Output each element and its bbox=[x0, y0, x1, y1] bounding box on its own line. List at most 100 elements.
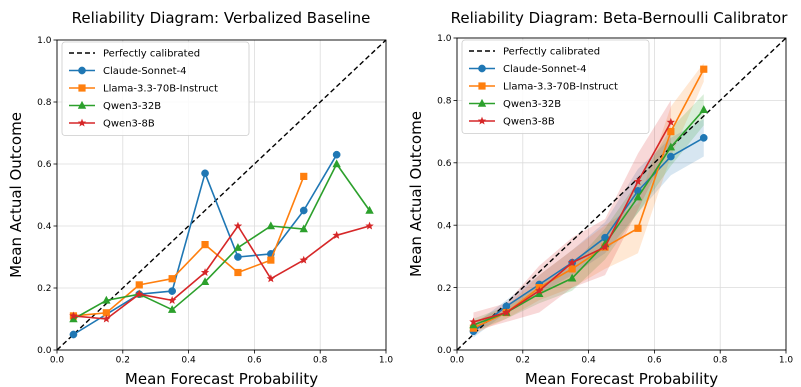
series-line bbox=[73, 176, 305, 317]
chart-panel-2: 0.0 0.2 0.4 0.6 0.8 1.0 0.0 0.2 0.4 0.6 0.8 1.0 Reli… bbox=[407, 9, 793, 387]
perfectly-calibrated-line bbox=[56, 39, 387, 351]
legend-label: Claude-Sonnet-4 bbox=[103, 66, 187, 77]
y-tick-label: 0.6 bbox=[37, 160, 52, 170]
data-point bbox=[633, 177, 643, 186]
legend-marker bbox=[77, 118, 87, 127]
data-point bbox=[135, 281, 143, 289]
data-point bbox=[234, 253, 242, 261]
legend-label: Claude-Sonnet-4 bbox=[503, 64, 587, 75]
legend-marker bbox=[78, 84, 86, 92]
y-tick-label: 0.4 bbox=[37, 222, 52, 232]
legend-entry-qwen3-8b: Qwen3-8B bbox=[469, 116, 555, 128]
series-line bbox=[73, 225, 370, 320]
legend-entry-qwen3-32b: Qwen3-32B bbox=[69, 100, 161, 112]
legend-entry-claude-sonnet-4: Claude-Sonnet-4 bbox=[469, 64, 587, 75]
x-tick-label: 0.6 bbox=[247, 356, 262, 366]
data-point bbox=[699, 105, 708, 113]
data-point bbox=[168, 275, 176, 283]
data-point bbox=[102, 314, 111, 323]
band-claude-sonnet-4 bbox=[473, 119, 704, 338]
series-line bbox=[472, 137, 705, 332]
legend: Perfectly calibrated Claude-Sonnet-4 Llama… bbox=[461, 39, 650, 134]
data-point bbox=[266, 274, 276, 283]
x-tick-label: 0.8 bbox=[313, 356, 328, 366]
y-tick-label: 1.0 bbox=[37, 36, 52, 46]
series-qwen3-8b bbox=[469, 117, 676, 326]
series-qwen3-8b bbox=[69, 221, 374, 323]
data-point bbox=[299, 206, 308, 215]
data-point bbox=[502, 308, 511, 317]
data-point bbox=[167, 305, 177, 313]
data-point bbox=[535, 289, 544, 298]
data-point bbox=[299, 255, 308, 264]
data-point bbox=[567, 273, 577, 282]
legend-marker bbox=[77, 100, 87, 109]
data-point bbox=[667, 152, 675, 161]
y-tick-label: 1.0 bbox=[437, 34, 452, 44]
legend-label: Llama-3.3-70B-Instruct bbox=[503, 82, 618, 93]
x-tick-label: 0.4 bbox=[581, 356, 596, 366]
data-point bbox=[201, 169, 209, 178]
data-point bbox=[69, 314, 78, 323]
legend-entry-qwen3-32b: Qwen3-32B bbox=[469, 98, 561, 110]
data-point bbox=[332, 150, 341, 159]
legend-box bbox=[61, 41, 250, 136]
legend-entry-llama-3-3-70b-instruct: Llama-3.3-70B-Instruct bbox=[469, 82, 618, 93]
data-point bbox=[567, 258, 577, 267]
legend-marker bbox=[78, 66, 86, 75]
legend-entry-qwen3-8b: Qwen3-8B bbox=[69, 118, 155, 130]
data-point bbox=[233, 243, 243, 251]
data-point bbox=[332, 159, 341, 168]
series-line bbox=[73, 163, 371, 320]
x-tick-label: 0.2 bbox=[116, 356, 130, 366]
band-qwen3-8b bbox=[473, 100, 671, 332]
y-tick-label: 0.8 bbox=[437, 97, 452, 107]
legend-label: Qwen3-8B bbox=[503, 117, 555, 128]
data-point bbox=[300, 172, 308, 180]
data-point bbox=[135, 289, 144, 298]
legend-entry-perfectly-calibrated: Perfectly calibrated bbox=[69, 49, 200, 60]
y-tick-label: 0.0 bbox=[37, 346, 52, 356]
x-tick-label: 1.0 bbox=[379, 356, 394, 366]
chart-title: Reliability Diagram: Beta-Bernoulli Cali… bbox=[451, 9, 789, 27]
legend-entry-llama-3-3-70b-instruct: Llama-3.3-70B-Instruct bbox=[69, 84, 218, 95]
data-point bbox=[667, 128, 675, 136]
data-point bbox=[102, 309, 110, 317]
data-point bbox=[102, 295, 111, 304]
series-claude-sonnet-4 bbox=[469, 133, 708, 336]
legend-label: Perfectly calibrated bbox=[103, 49, 200, 60]
data-point bbox=[365, 221, 374, 230]
data-point bbox=[233, 221, 243, 230]
data-point bbox=[633, 192, 643, 201]
x-tick-label: 0.6 bbox=[647, 356, 662, 366]
data-point bbox=[267, 256, 275, 264]
x-tick-label: 0.0 bbox=[50, 356, 65, 366]
perfectly-calibrated-line bbox=[456, 37, 787, 351]
data-point bbox=[568, 265, 576, 273]
data-point bbox=[699, 133, 708, 142]
x-tick-label: 0.8 bbox=[713, 356, 728, 366]
y-tick-label: 0.4 bbox=[437, 221, 452, 231]
data-point bbox=[600, 242, 610, 251]
data-point bbox=[469, 317, 478, 326]
legend-marker bbox=[478, 64, 486, 73]
data-point bbox=[365, 205, 374, 214]
data-point bbox=[535, 286, 544, 295]
legend: Perfectly calibrated Claude-Sonnet-4 Llama… bbox=[61, 41, 250, 136]
legend-label: Qwen3-32B bbox=[503, 99, 561, 110]
series-claude-sonnet-4 bbox=[69, 150, 341, 339]
data-point bbox=[234, 268, 242, 277]
legend-marker bbox=[478, 82, 486, 90]
data-point bbox=[200, 277, 210, 285]
data-point bbox=[69, 311, 78, 320]
y-tick-label: 0.6 bbox=[437, 159, 452, 169]
axes-frame bbox=[56, 39, 387, 351]
x-tick-label: 0.0 bbox=[450, 356, 465, 366]
y-axis-label: Mean Actual Outcome bbox=[407, 111, 425, 277]
axes-frame bbox=[456, 37, 787, 351]
y-tick-label: 0.2 bbox=[437, 284, 451, 294]
data-point bbox=[168, 287, 176, 295]
y-axis-label: Mean Actual Outcome bbox=[7, 112, 25, 278]
